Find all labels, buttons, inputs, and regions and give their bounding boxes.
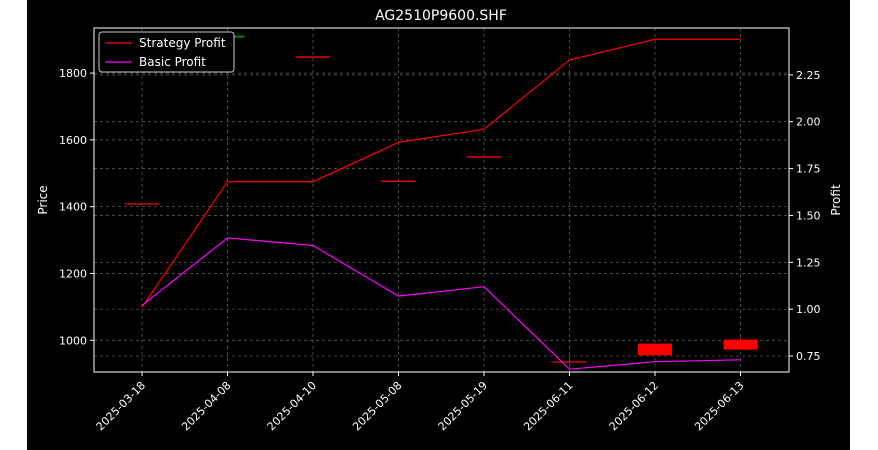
x-tick-label: 2025-04-08: [179, 379, 233, 433]
right-tick-label: 2.00: [796, 116, 821, 129]
profit-lines: [141, 38, 741, 370]
left-tick-label: 1000: [59, 334, 87, 347]
left-tick-label: 1400: [59, 201, 87, 214]
right-tick-label: 1.25: [796, 256, 821, 269]
chart-svg: 1000 1200 1400 1600 1800 0.75 1.00 1.25 1.50 1.7…: [36, 8, 843, 433]
right-tick-label: 1.00: [796, 303, 821, 316]
legend-box: [98, 31, 235, 73]
axes-frame: [93, 27, 790, 373]
right-tick-label: 0.75: [796, 350, 821, 363]
legend: Strategy Profit Basic Profit: [98, 31, 235, 73]
candle-body: [638, 343, 672, 356]
left-tick-label: 1800: [59, 67, 87, 80]
x-tick-label: 2025-06-11: [521, 379, 575, 433]
right-tick-label: 1.50: [796, 209, 821, 222]
left-tick-label: 1200: [59, 267, 87, 280]
legend-label-basic-profit: Basic Profit: [139, 55, 206, 69]
chart-title: AG2510P9600.SHF: [375, 8, 507, 24]
candle-body: [723, 339, 758, 350]
right-axis: 0.75 1.00 1.25 1.50 1.75 2.00 2.25: [789, 69, 821, 363]
left-axis: 1000 1200 1400 1600 1800: [59, 67, 94, 347]
x-tick-label: 2025-04-10: [265, 379, 319, 433]
x-axis: 2025-03-18 2025-04-08 2025-04-10 2025-05-08…: [94, 372, 747, 433]
x-tick-label: 2025-06-13: [692, 379, 746, 433]
y-axis-label-right: Profit: [829, 184, 843, 216]
x-tick-label: 2025-03-18: [94, 379, 148, 433]
legend-label-strategy-profit: Strategy Profit: [139, 36, 226, 50]
y-axis-label-left: Price: [36, 185, 50, 214]
strategy-profit-line: [141, 38, 741, 308]
right-tick-label: 1.75: [796, 163, 821, 176]
candles: [125, 35, 758, 364]
left-tick-label: 1600: [59, 134, 87, 147]
chart-figure: 1000 1200 1400 1600 1800 0.75 1.00 1.25 1.50 1.7…: [27, 0, 850, 450]
basic-profit-line: [141, 237, 741, 370]
x-tick-label: 2025-05-08: [350, 379, 404, 433]
x-tick-label: 2025-06-12: [607, 379, 661, 433]
grid: [94, 28, 789, 372]
right-tick-label: 2.25: [796, 69, 821, 82]
x-tick-label: 2025-05-19: [436, 379, 490, 433]
